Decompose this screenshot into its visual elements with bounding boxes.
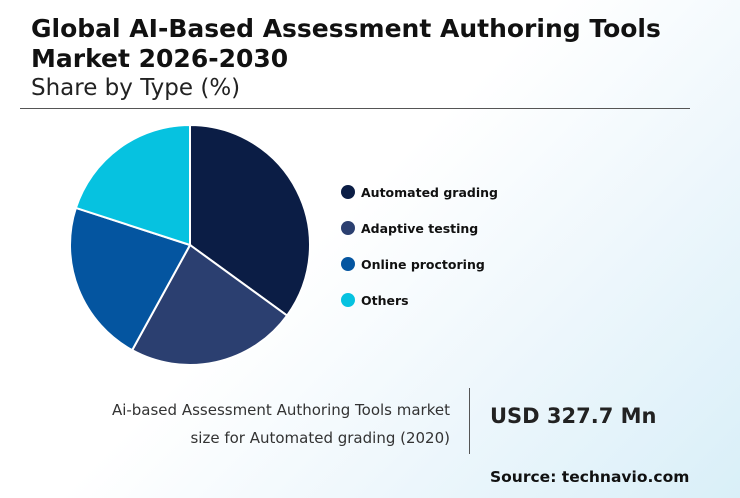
legend-swatch-adaptive-testing xyxy=(341,221,355,235)
legend-item-adaptive-testing: Adaptive testing xyxy=(341,210,498,246)
callout-divider xyxy=(469,388,470,454)
legend-label-automated-grading: Automated grading xyxy=(361,184,498,200)
pie-slice-others xyxy=(74,123,191,247)
market-size-value: USD 327.7 Mn xyxy=(490,404,657,428)
legend-item-others: Others xyxy=(341,282,498,318)
legend-item-online-proctoring: Online proctoring xyxy=(341,246,498,282)
legend-swatch-automated-grading xyxy=(341,185,355,199)
chart-legend: Automated grading Adaptive testing Onlin… xyxy=(341,174,498,318)
legend-label-others: Others xyxy=(361,292,409,308)
legend-item-automated-grading: Automated grading xyxy=(341,174,498,210)
pie-slice-online-proctoring xyxy=(69,206,192,352)
legend-swatch-online-proctoring xyxy=(341,257,355,271)
pie-slice-adaptive-testing xyxy=(130,243,289,366)
legend-swatch-others xyxy=(341,293,355,307)
chart-subtitle: Share by Type (%) xyxy=(31,75,241,101)
source-credit: Source: technavio.com xyxy=(490,468,690,486)
market-size-caption: Ai-based Assessment Authoring Tools mark… xyxy=(111,401,450,447)
pie-slice-automated-grading xyxy=(189,123,311,317)
header-divider xyxy=(20,108,690,109)
legend-label-online-proctoring: Online proctoring xyxy=(361,256,485,272)
chart-title: Global AI-Based Assessment Authoring Too… xyxy=(31,14,661,73)
legend-label-adaptive-testing: Adaptive testing xyxy=(361,220,479,236)
